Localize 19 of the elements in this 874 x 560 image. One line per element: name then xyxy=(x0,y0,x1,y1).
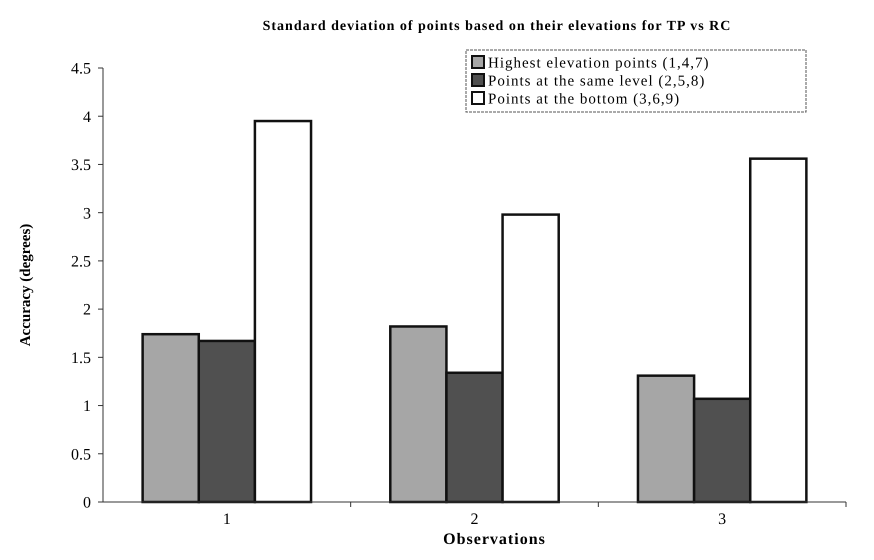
chart-title: Standard deviation of points based on their elevations for TP vs RC xyxy=(262,19,732,34)
legend-label: Highest elevation points (1,4,7) xyxy=(488,55,710,72)
y-tick-label: 4.5 xyxy=(71,60,91,78)
x-tick-label: 1 xyxy=(222,511,231,528)
y-tick-label: 0 xyxy=(83,494,91,512)
x-tick-label: 2 xyxy=(470,511,478,528)
y-tick-label: 0.5 xyxy=(71,446,91,464)
y-tick-label: 3 xyxy=(83,205,91,222)
y-tick-label: 3.5 xyxy=(71,157,91,174)
y-axis-title: Accuracy (degrees) xyxy=(18,224,34,346)
x-axis-title: Observations xyxy=(443,531,546,548)
y-tick-label: 2.5 xyxy=(71,253,91,270)
legend-label: Points at the same level (2,5,8) xyxy=(488,73,706,90)
x-tick-label: 3 xyxy=(718,511,726,528)
legend-label: Points at the bottom (3,6,9) xyxy=(488,91,680,108)
y-tick-label: 1 xyxy=(83,398,91,416)
y-tick-label: 2 xyxy=(83,302,91,319)
y-tick-label: 1.5 xyxy=(71,350,91,367)
y-tick-label: 4 xyxy=(83,108,91,126)
